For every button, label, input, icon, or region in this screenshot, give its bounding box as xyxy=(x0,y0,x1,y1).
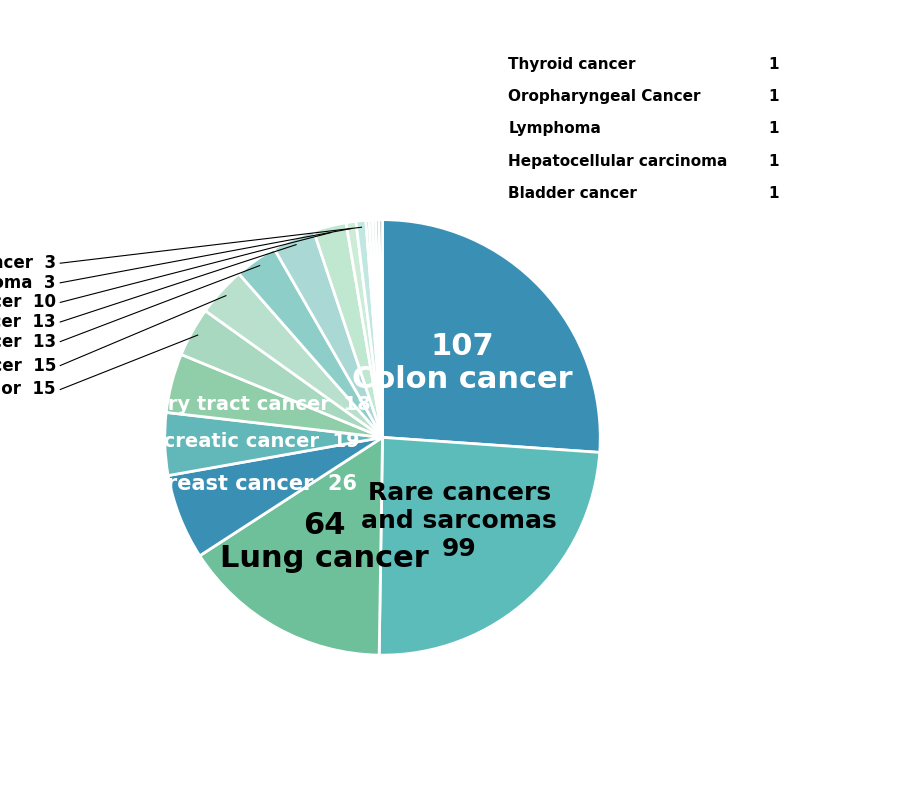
Text: Ovarian cancer  13: Ovarian cancer 13 xyxy=(0,313,56,331)
Wedge shape xyxy=(379,437,599,655)
Wedge shape xyxy=(181,311,382,437)
Text: 1: 1 xyxy=(768,186,778,202)
Text: Hepatocellular carcinoma: Hepatocellular carcinoma xyxy=(508,154,728,169)
Text: Brain tumor  15: Brain tumor 15 xyxy=(0,381,56,399)
Text: Cervical cancer  3: Cervical cancer 3 xyxy=(0,254,56,272)
Text: 64
Lung cancer: 64 Lung cancer xyxy=(220,511,429,573)
Text: Lymphoma: Lymphoma xyxy=(508,122,601,137)
Wedge shape xyxy=(238,249,382,437)
Text: Breast cancer  26: Breast cancer 26 xyxy=(151,474,357,494)
Wedge shape xyxy=(376,220,382,437)
Wedge shape xyxy=(379,220,382,437)
Wedge shape xyxy=(274,231,382,437)
Wedge shape xyxy=(346,221,382,437)
Text: 1: 1 xyxy=(768,89,778,104)
Wedge shape xyxy=(373,220,382,437)
Wedge shape xyxy=(356,220,382,437)
Wedge shape xyxy=(165,412,382,475)
Text: Esophageal cancer  10: Esophageal cancer 10 xyxy=(0,293,56,311)
Wedge shape xyxy=(205,274,382,437)
Wedge shape xyxy=(365,220,382,437)
Text: Gastric cancer  13: Gastric cancer 13 xyxy=(0,333,56,351)
Text: 1: 1 xyxy=(768,154,778,169)
Text: Endometrial cancer  15: Endometrial cancer 15 xyxy=(0,356,56,374)
Text: Malignant melanoma  3: Malignant melanoma 3 xyxy=(0,274,56,292)
Wedge shape xyxy=(166,355,382,437)
Wedge shape xyxy=(200,437,382,655)
Wedge shape xyxy=(382,220,600,453)
Text: 1: 1 xyxy=(768,57,778,72)
Wedge shape xyxy=(369,220,382,437)
Wedge shape xyxy=(168,437,382,556)
Text: Rare cancers
and sarcomas
99: Rare cancers and sarcomas 99 xyxy=(361,481,557,561)
Text: 107
Colon cancer: 107 Colon cancer xyxy=(352,332,572,394)
Text: 1: 1 xyxy=(768,122,778,137)
Text: Oropharyngeal Cancer: Oropharyngeal Cancer xyxy=(508,89,701,104)
Text: Pancreatic cancer  19: Pancreatic cancer 19 xyxy=(122,432,359,451)
Text: Thyroid cancer: Thyroid cancer xyxy=(508,57,636,72)
Wedge shape xyxy=(313,223,382,437)
Text: Bladder cancer: Bladder cancer xyxy=(508,186,637,202)
Text: Biliary tract cancer  18: Biliary tract cancer 18 xyxy=(120,395,371,414)
